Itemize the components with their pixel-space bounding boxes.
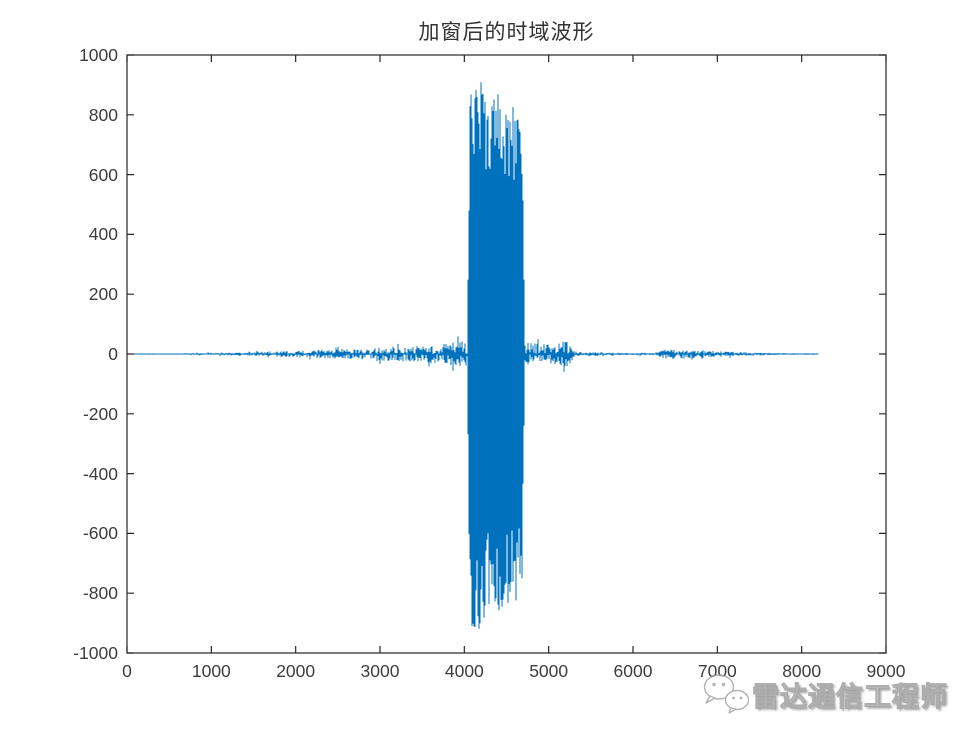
x-tick-label: 3000 xyxy=(360,661,400,681)
y-tick-label: 1000 xyxy=(79,45,118,65)
x-tick-label: 1000 xyxy=(191,661,231,681)
x-tick-label: 2000 xyxy=(276,661,316,681)
x-tick-label: 6000 xyxy=(613,661,653,681)
x-tick-label: 9000 xyxy=(866,661,906,681)
y-tick-label: -800 xyxy=(82,583,118,604)
x-tick-label: 8000 xyxy=(782,661,822,681)
y-tick-label: 400 xyxy=(88,224,118,245)
y-tick-label: -1000 xyxy=(73,643,118,663)
y-tick-label: 800 xyxy=(88,104,118,125)
y-tick-label: 200 xyxy=(88,284,118,305)
x-tick-label: 5000 xyxy=(529,661,569,681)
y-tick-label: -200 xyxy=(82,403,118,424)
axis-tick-marks xyxy=(126,54,887,654)
chart-title: 加窗后的时域波形 xyxy=(418,20,595,44)
y-tick-label: -400 xyxy=(82,463,118,484)
x-tick-label: 7000 xyxy=(697,661,737,681)
y-tick-label: 600 xyxy=(88,164,118,185)
x-tick-label: 0 xyxy=(122,661,132,681)
y-tick-label: 0 xyxy=(108,344,118,364)
y-tick-label: -600 xyxy=(82,523,118,544)
waveform-trace xyxy=(126,82,819,629)
x-tick-label: 4000 xyxy=(444,661,484,681)
